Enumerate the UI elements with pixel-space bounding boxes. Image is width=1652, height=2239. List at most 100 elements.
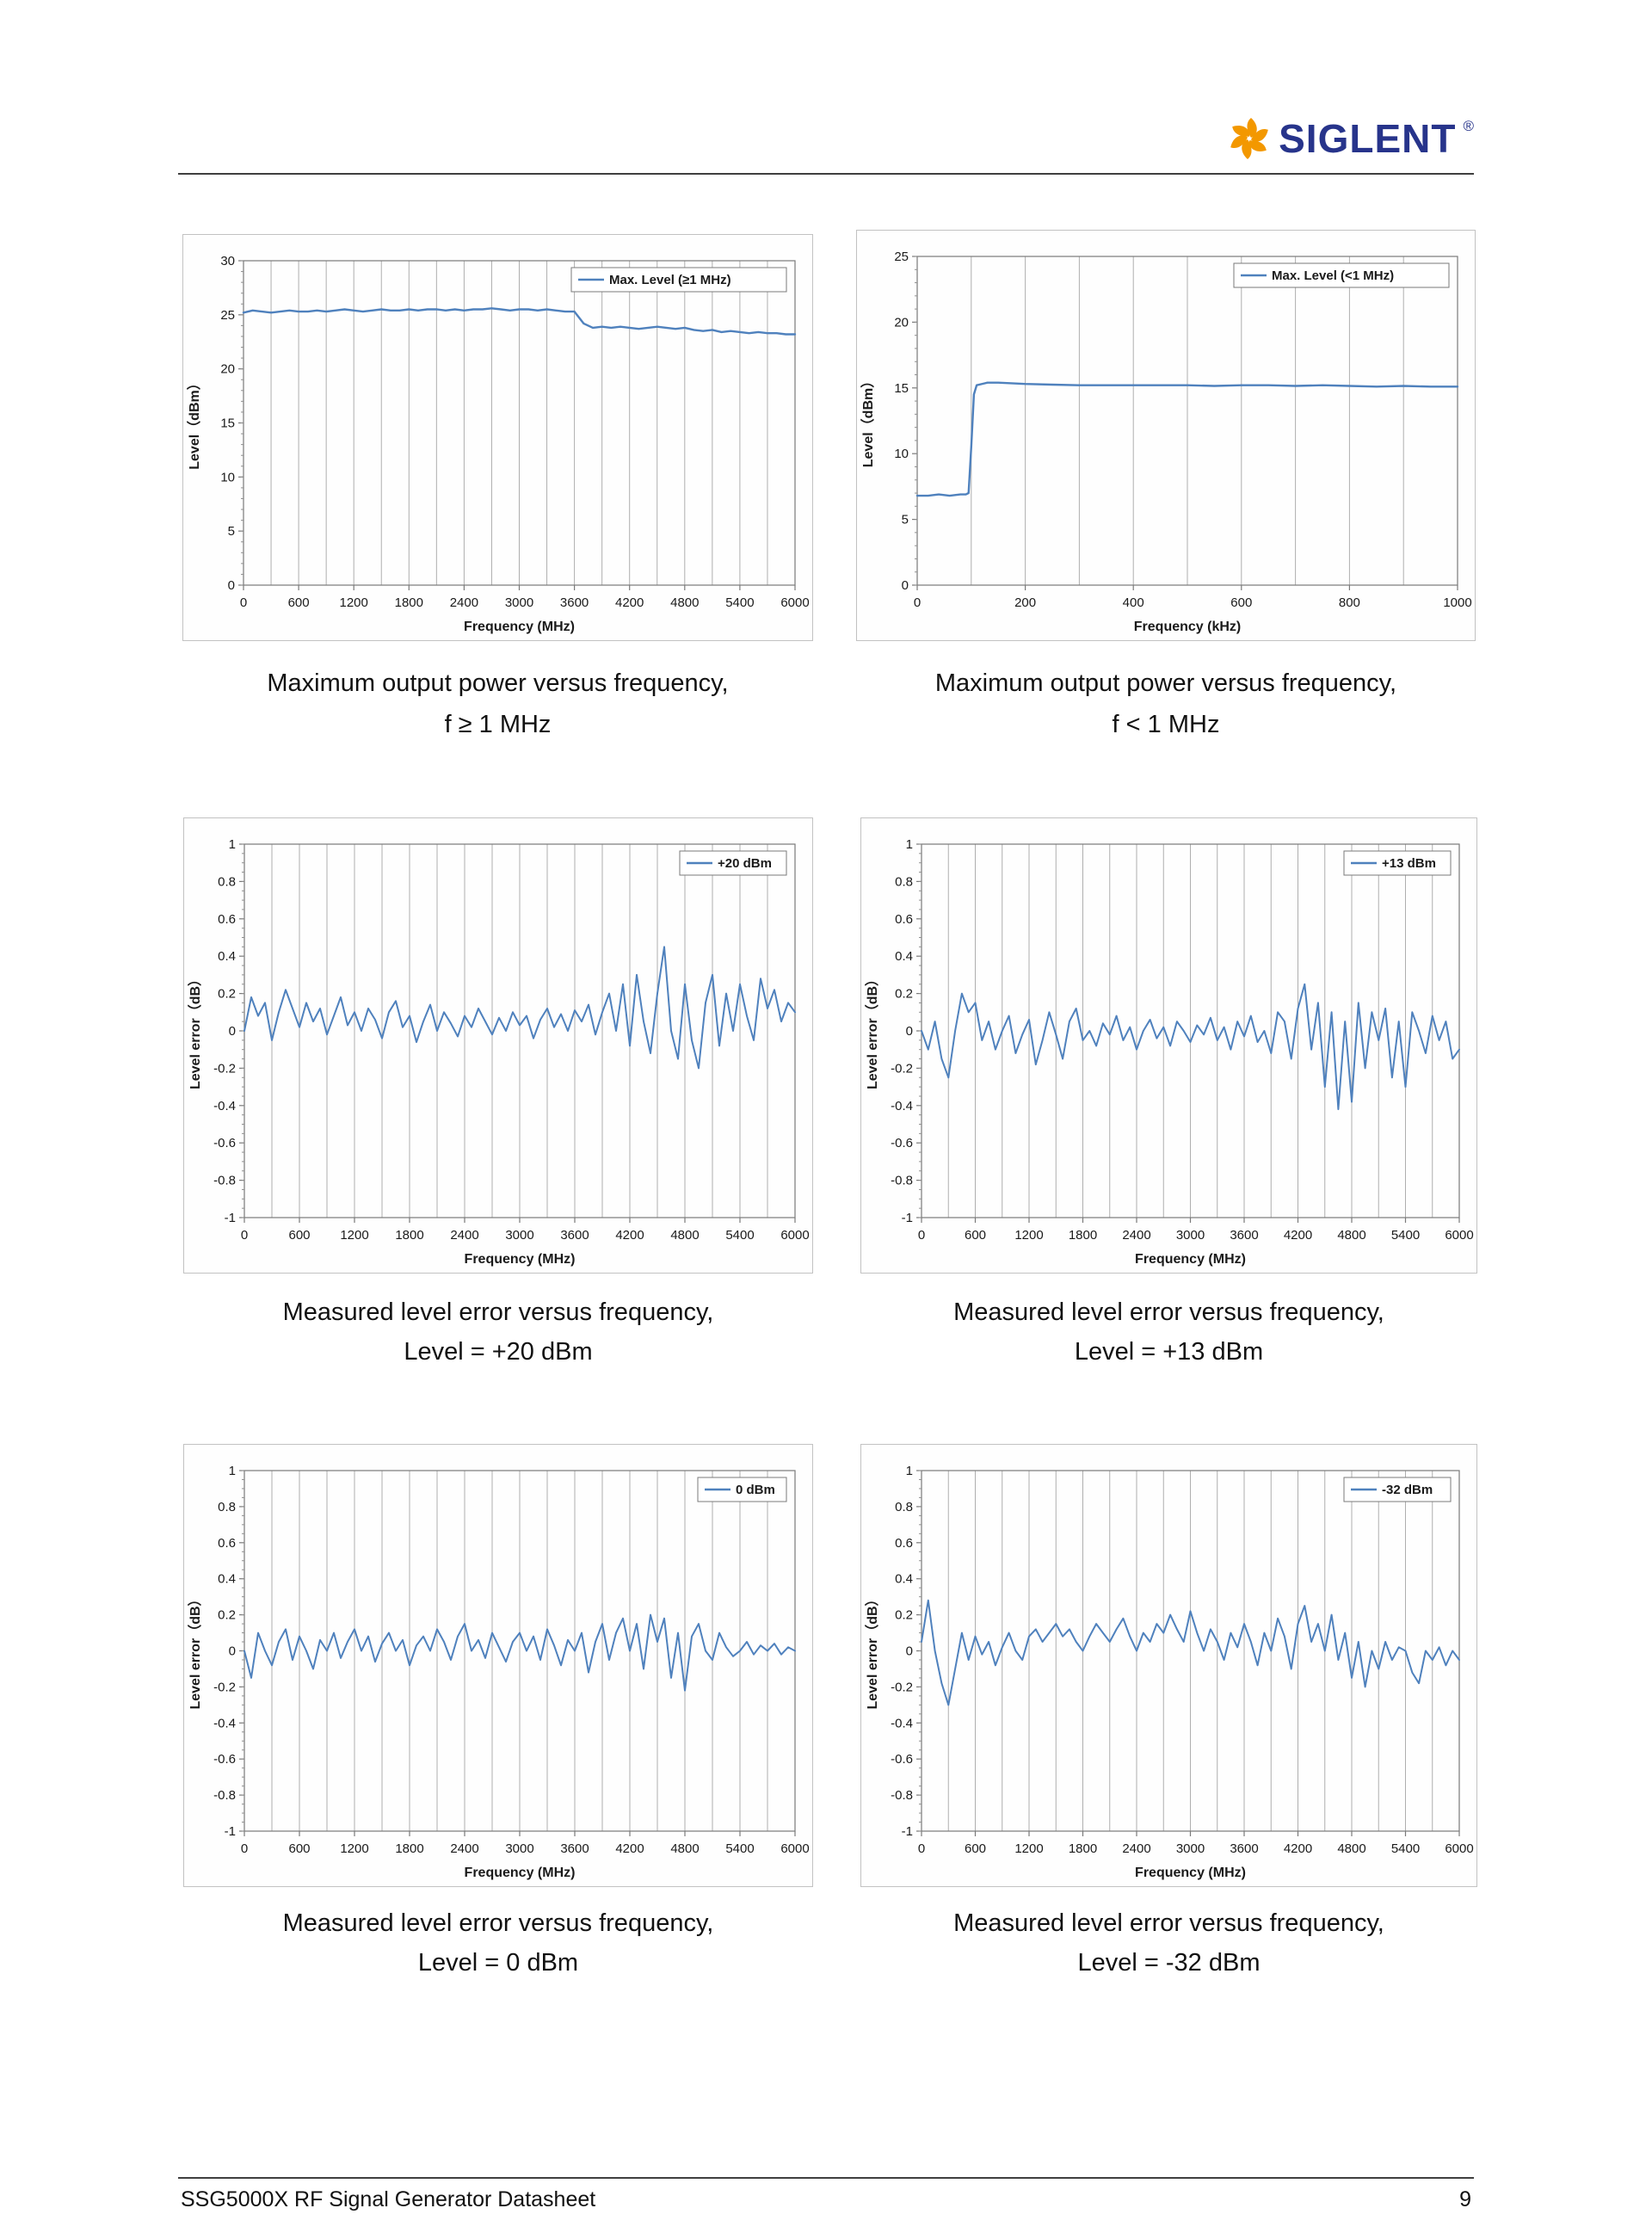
svg-text:3000: 3000 [505,1841,533,1856]
svg-text:4200: 4200 [1284,1228,1312,1243]
svg-text:1800: 1800 [1069,1228,1097,1243]
caption-line: Measured level error versus frequency, [282,1298,714,1326]
chart-canvas: 0 600 1200 1800 2400 3000 3600 4200 4800 5400 6000… [188,837,810,1267]
svg-text:-0.8: -0.8 [213,1788,236,1803]
header-divider [178,173,1474,175]
caption-line: Maximum output power versus frequency, [267,669,729,697]
svg-text:4800: 4800 [670,1841,699,1856]
svg-text:-0.2: -0.2 [891,1680,913,1694]
svg-text:-0.6: -0.6 [213,1752,236,1767]
svg-text:Max. Level (≥1 MHz): Max. Level (≥1 MHz) [609,273,731,287]
svg-text:Level（dBm）: Level（dBm） [187,376,202,469]
svg-text:5400: 5400 [725,595,754,610]
footer: SSG5000X RF Signal Generator Datasheet 9 [181,2187,1471,2212]
svg-text:0 dBm: 0 dBm [736,1483,775,1497]
svg-text:-0.4: -0.4 [891,1099,913,1113]
svg-text:0.8: 0.8 [218,874,236,889]
svg-text:-0.4: -0.4 [213,1716,236,1730]
svg-text:200: 200 [1014,595,1036,610]
svg-text:0: 0 [241,1841,248,1856]
svg-text:4800: 4800 [1337,1841,1365,1856]
svg-text:-0.8: -0.8 [213,1174,236,1188]
svg-text:4800: 4800 [670,595,699,610]
svg-text:0: 0 [906,1644,913,1659]
caption-line: Level = 0 dBm [417,1949,579,1977]
svg-text:4800: 4800 [1337,1228,1365,1243]
svg-text:5: 5 [228,524,235,539]
svg-text:Frequency (MHz): Frequency (MHz) [464,620,575,634]
caption-line: f < 1 MHz [1112,711,1220,738]
svg-text:Frequency (MHz): Frequency (MHz) [1135,1866,1246,1880]
siglent-logo: SIGLENT ® [1227,115,1474,162]
svg-text:25: 25 [220,308,235,323]
svg-text:1800: 1800 [395,1841,423,1856]
svg-text:-1: -1 [225,1211,236,1225]
svg-text:6000: 6000 [780,1228,809,1243]
svg-text:20: 20 [894,315,909,330]
svg-text:10: 10 [220,470,235,484]
svg-text:5400: 5400 [725,1228,754,1243]
svg-text:Frequency (MHz): Frequency (MHz) [1135,1252,1246,1267]
svg-text:1200: 1200 [1014,1228,1043,1243]
chart-canvas: 0 600 1200 1800 2400 3000 3600 4200 4800 5400 6000… [865,1464,1474,1880]
svg-text:4200: 4200 [615,595,644,610]
caption-fig1: Maximum output power versus frequency, f… [182,663,813,745]
svg-text:1: 1 [229,1464,236,1478]
caption-line: Measured level error versus frequency, [282,1909,714,1937]
svg-text:0.2: 0.2 [218,1608,236,1623]
svg-text:4200: 4200 [615,1228,644,1243]
svg-text:0: 0 [918,1841,925,1856]
svg-text:1000: 1000 [1443,595,1471,610]
logo-swirl-icon [1230,118,1268,159]
svg-text:-1: -1 [902,1824,913,1839]
svg-text:6000: 6000 [1445,1228,1473,1243]
svg-text:1: 1 [906,837,913,852]
svg-text:0: 0 [902,578,909,593]
svg-text:-0.6: -0.6 [213,1136,236,1150]
svg-text:0.8: 0.8 [895,874,913,889]
svg-text:600: 600 [965,1841,986,1856]
svg-text:-0.4: -0.4 [213,1099,236,1113]
svg-text:15: 15 [894,381,909,396]
svg-text:6000: 6000 [780,1841,809,1856]
svg-text:0.8: 0.8 [218,1500,236,1514]
svg-text:-0.2: -0.2 [891,1061,913,1076]
caption-fig3: Measured level error versus frequency, L… [183,1292,813,1372]
svg-text:0: 0 [906,1024,913,1039]
caption-fig6: Measured level error versus frequency, L… [860,1903,1477,1983]
chart-level-error-minus32: 0 600 1200 1800 2400 3000 3600 4200 4800 5400 6000… [860,1444,1477,1887]
svg-text:0: 0 [918,1228,925,1243]
svg-text:6000: 6000 [780,595,809,610]
chart-canvas: 0 600 1200 1800 2400 3000 3600 4200 4800 5400 6000… [187,254,810,634]
caption-line: Level = +13 dBm [1074,1338,1264,1366]
svg-text:4800: 4800 [670,1228,699,1243]
chart-level-error-plus13: 0 600 1200 1800 2400 3000 3600 4200 4800 5400 6000… [860,817,1477,1274]
svg-text:15: 15 [220,416,235,431]
svg-text:+20 dBm: +20 dBm [718,856,772,871]
svg-text:0: 0 [241,1228,248,1243]
svg-text:Max. Level (<1 MHz): Max. Level (<1 MHz) [1272,268,1394,283]
caption-line: f ≥ 1 MHz [444,711,552,738]
svg-text:0.2: 0.2 [218,987,236,1002]
caption-fig4: Measured level error versus frequency, L… [860,1292,1477,1372]
svg-text:-0.2: -0.2 [213,1061,236,1076]
chart-canvas: 0 600 1200 1800 2400 3000 3600 4200 4800 5400 6000… [865,837,1474,1267]
svg-text:3600: 3600 [1230,1841,1258,1856]
svg-text:25: 25 [894,250,909,264]
svg-text:3000: 3000 [505,595,533,610]
svg-text:2400: 2400 [1122,1228,1150,1243]
svg-text:2400: 2400 [450,1841,478,1856]
chart-level-error-0dbm: 0 600 1200 1800 2400 3000 3600 4200 4800 5400 6000… [183,1444,813,1887]
svg-text:0.2: 0.2 [895,987,913,1002]
footer-divider [178,2177,1474,2179]
svg-text:3000: 3000 [1176,1841,1205,1856]
caption-line: Measured level error versus frequency, [953,1298,1384,1326]
svg-text:-0.6: -0.6 [891,1752,913,1767]
caption-line: Level = -32 dBm [1077,1949,1261,1977]
footer-title: SSG5000X RF Signal Generator Datasheet [181,2187,596,2211]
svg-text:800: 800 [1339,595,1360,610]
svg-text:3000: 3000 [1176,1228,1205,1243]
logo-registered-mark: ® [1463,118,1474,134]
svg-text:-0.4: -0.4 [891,1716,913,1730]
